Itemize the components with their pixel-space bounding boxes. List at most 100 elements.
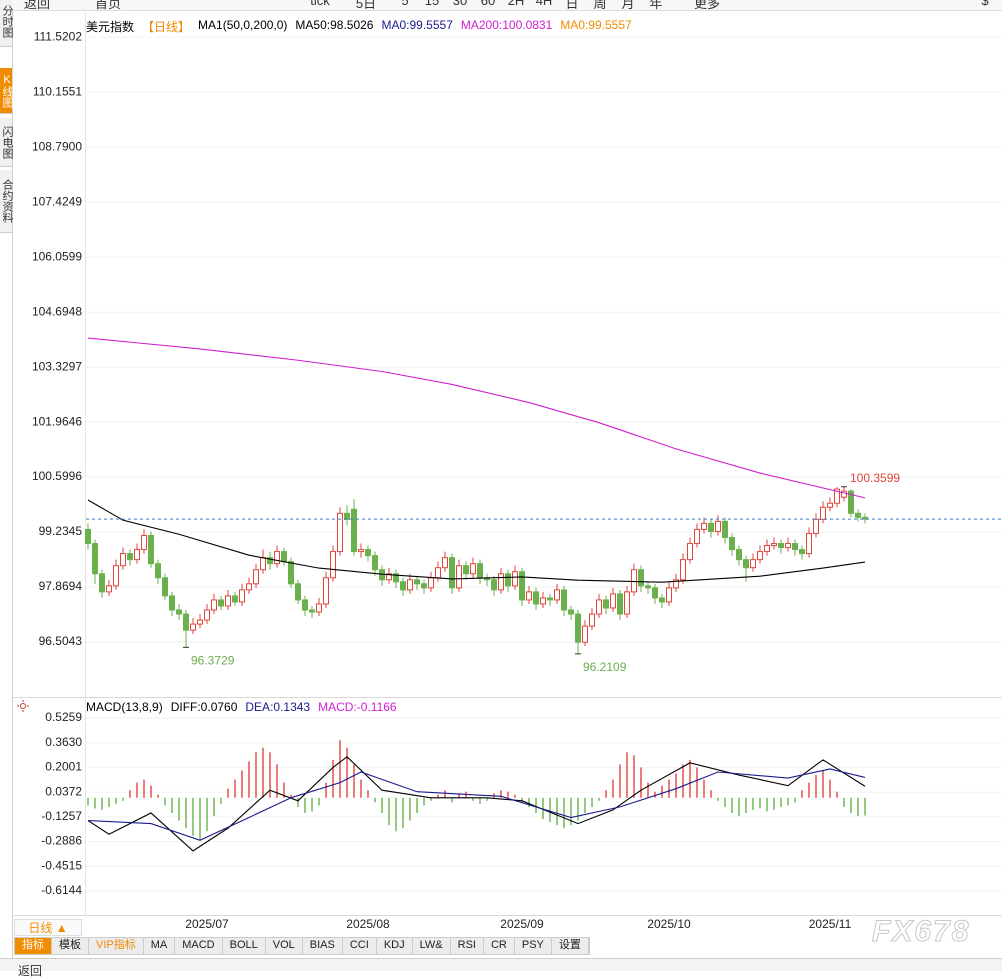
candle-body (191, 624, 196, 630)
toolbar-button[interactable]: 月 (621, 0, 634, 12)
candle-body (100, 574, 105, 592)
indicator-tab[interactable]: MACD (175, 938, 222, 954)
side-tab[interactable]: K线图 (0, 68, 12, 114)
legend-item: MACD(13,8,9) (86, 700, 163, 714)
y-tick-label: 99.2345 (39, 524, 83, 538)
candle-body (499, 574, 504, 590)
indicator-tab[interactable]: CR (484, 938, 515, 954)
candle-body (261, 558, 266, 570)
candle-body (618, 594, 623, 614)
indicator-tab[interactable]: KDJ (377, 938, 413, 954)
candle-body (709, 523, 714, 531)
legend-item: 美元指数 (86, 18, 134, 35)
candle-body (422, 584, 427, 588)
bottom-bar: 返回 (0, 958, 1002, 971)
y-tick-label: 110.1551 (33, 84, 82, 98)
indicator-tab[interactable]: VOL (266, 938, 303, 954)
indicator-tab[interactable]: BOLL (223, 938, 266, 954)
candle-body (373, 556, 378, 570)
candle-body (562, 590, 567, 610)
indicator-tab[interactable]: 模板 (52, 938, 89, 954)
y-tick-label: 108.7900 (32, 139, 82, 153)
y-tick-label: 0.5259 (45, 710, 82, 724)
candle-body (289, 562, 294, 584)
indicator-tab[interactable]: 设置 (552, 938, 589, 954)
toolbar-button[interactable]: 5日 (356, 0, 376, 12)
y-tick-label: 111.5202 (34, 29, 83, 43)
side-tab[interactable]: 闪电图 (0, 118, 12, 167)
candle-body (310, 610, 315, 612)
candle-body (646, 586, 651, 588)
candle-body (590, 614, 595, 626)
back-link[interactable]: 返回 (18, 962, 42, 979)
indicator-tab[interactable]: CCI (343, 938, 377, 954)
candle-body (219, 600, 224, 606)
candle-body (415, 580, 420, 584)
toolbar-button[interactable]: 2H (508, 0, 525, 8)
candle-body (296, 584, 301, 600)
candle-body (163, 578, 168, 596)
settings-icon[interactable] (17, 700, 29, 712)
toolbar-button[interactable]: tick (310, 0, 330, 8)
marks (86, 338, 1002, 851)
candle-body (107, 586, 112, 592)
candle-body (569, 610, 574, 614)
macd-line (88, 769, 865, 840)
candle-body (667, 588, 672, 602)
candle-body (93, 544, 98, 574)
toolbar-button[interactable]: 5 (401, 0, 408, 8)
candle-body (695, 529, 700, 543)
indicator-tab[interactable]: MA (144, 938, 176, 954)
toolbar-button[interactable]: 15 (425, 0, 439, 8)
candle-body (317, 604, 322, 612)
side-tab[interactable]: 合约资料 (0, 170, 12, 233)
candle-body (793, 544, 798, 550)
candle-body (205, 610, 210, 620)
indicator-tab[interactable]: RSI (451, 938, 484, 954)
candle-body (275, 552, 280, 564)
toolbar-button[interactable]: 年 (649, 0, 662, 12)
candle-body (408, 580, 413, 590)
indicator-tab[interactable]: 指标 (15, 938, 52, 954)
candle-body (506, 574, 511, 586)
candle-body (856, 513, 861, 517)
candle-body (429, 578, 434, 588)
legend-item: DEA:0.1343 (245, 700, 310, 714)
y-tick-label: -0.4515 (41, 858, 82, 872)
candle-body (212, 600, 217, 610)
toolbar-button[interactable]: 返回 (24, 0, 50, 12)
toolbar-button[interactable]: 更多 (694, 0, 720, 12)
candle-body (534, 592, 539, 604)
toolbar-button[interactable]: 日 (565, 0, 578, 12)
toolbar-button[interactable]: $ (981, 0, 988, 8)
candle-body (324, 578, 329, 604)
candle-body (401, 582, 406, 590)
x-tick-label: 2025/08 (346, 917, 390, 931)
toolbar: 返回 首页 tick 5日 5 15 30 60 2H 4H 日 周 月 年 更多 $ (0, 0, 1002, 11)
toolbar-button[interactable]: 首页 (95, 0, 121, 12)
y-tick-label: 107.4249 (32, 194, 82, 208)
watermark: FX678 (872, 915, 970, 949)
toolbar-button[interactable]: 4H (536, 0, 553, 8)
indicator-tab[interactable]: BIAS (303, 938, 343, 954)
indicator-tab[interactable]: LW& (413, 938, 451, 954)
toolbar-button[interactable]: 60 (481, 0, 495, 8)
y-tick-label: -0.1257 (41, 809, 82, 823)
side-tab[interactable]: 分时图 (0, 0, 12, 47)
x-tick-label: 2025/07 (185, 917, 229, 931)
toolbar-button[interactable]: 30 (453, 0, 467, 8)
candle-body (604, 600, 609, 608)
toolbar-button[interactable]: 周 (593, 0, 606, 12)
period-button[interactable]: 日线 ▲ (14, 919, 82, 936)
candle-body (744, 560, 749, 568)
candle-body (527, 592, 532, 600)
candle-body (156, 564, 161, 578)
candle-body (702, 523, 707, 529)
candle-body (723, 521, 728, 537)
candle-body (639, 570, 644, 586)
indicator-tab[interactable]: PSY (515, 938, 552, 954)
indicator-tab[interactable]: VIP指标 (89, 938, 144, 954)
